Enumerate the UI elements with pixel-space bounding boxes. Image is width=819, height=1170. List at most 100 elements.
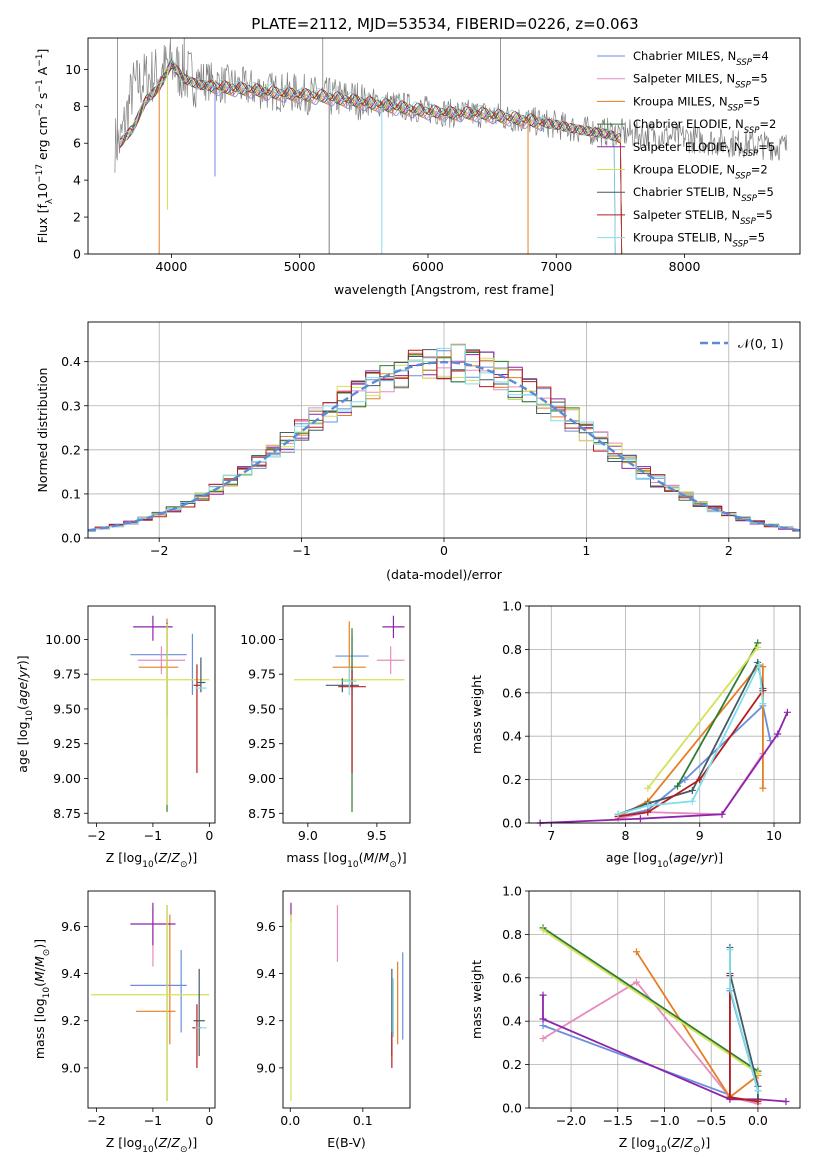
y-tick-label: 9.2 <box>61 1013 81 1028</box>
label-part: )] <box>15 655 30 665</box>
y-tick-label: 9.25 <box>248 736 276 751</box>
y-tick-label: 0.0 <box>61 531 81 546</box>
weight-marker <box>681 776 689 784</box>
x-tick-label: −1.0 <box>649 1113 679 1128</box>
y-tick-label: 10.00 <box>240 632 276 647</box>
x-tick-label: 10 <box>766 828 782 843</box>
mass-vs-Z-panel: −2 −1 09.09.29.49.6Z [log10(Z/Z⊙)]mass [lo… <box>32 890 216 1155</box>
weight-marker <box>688 797 696 805</box>
label-part: )] <box>32 939 47 949</box>
y-tick-label: 0.1 <box>61 486 81 501</box>
label-part: M <box>32 956 47 967</box>
weight-marker <box>754 1069 762 1077</box>
weight-marker <box>539 1022 547 1030</box>
label-part: ( <box>32 982 47 987</box>
y-tick-label: 1.0 <box>502 599 522 614</box>
x-tick-label: 0 <box>440 543 448 558</box>
label-part: M <box>364 850 375 865</box>
label-part: ( <box>668 850 673 865</box>
label-part: ( <box>667 1135 672 1150</box>
label-part: M <box>379 850 390 865</box>
legend-label: Kroupa STELIB, NSSP=5 <box>633 231 765 250</box>
legend-label: Salpeter STELIB, NSSP=5 <box>633 208 773 227</box>
y-tick-label: 9.4 <box>61 966 81 981</box>
weight-marker <box>636 815 644 823</box>
label-part: ( <box>154 850 159 865</box>
axes-frame <box>87 37 801 255</box>
y-tick-label: 0.8 <box>502 927 522 942</box>
label-part: 10 <box>42 987 52 999</box>
label-part: =5 <box>743 94 760 108</box>
label-part: Z <box>158 850 168 865</box>
label-part: Z <box>683 1135 693 1150</box>
label-part: SSP <box>728 103 744 113</box>
model-spectrum <box>119 60 616 254</box>
y-tick-label: 0.6 <box>502 685 522 700</box>
y-tick-label: 9.2 <box>256 1013 276 1028</box>
y-tick-label: 4 <box>73 173 81 188</box>
y-tick-label: 9.00 <box>248 771 276 786</box>
weight-marker <box>718 810 726 818</box>
label-part: Z <box>671 1135 681 1150</box>
x-tick-label: 0.0 <box>280 1113 300 1128</box>
spectrum-panel: 4000 5000 6000 7000 8000 0 2 4 6 8 10 wavelength [A… <box>35 37 801 297</box>
label-part: / <box>32 966 47 971</box>
axes-frame <box>87 605 216 824</box>
label-part: −1 <box>35 79 45 92</box>
x-axis-label: Z [log10(Z/Z⊙)] <box>619 1135 711 1155</box>
y-tick-label: 1.0 <box>502 884 522 899</box>
weight-marker <box>644 802 652 810</box>
label-part: =4 <box>752 49 769 63</box>
label-part: / <box>374 850 379 865</box>
y-tick-label: 10.00 <box>45 632 81 647</box>
weight-line <box>617 690 764 818</box>
label-part: ] <box>35 49 50 54</box>
y-tick-label: 9.6 <box>256 919 276 934</box>
x-tick-label: −1 <box>144 828 162 843</box>
label-part: age [log <box>606 850 657 865</box>
x-axis-label: mass [log10(M/M⊙)] <box>286 850 406 870</box>
legend-label: Salpeter ELODIE, NSSP=5 <box>633 140 775 159</box>
weight-line <box>542 980 759 1105</box>
label-part: =5 <box>751 72 768 86</box>
label-part: mass [log <box>32 998 47 1059</box>
y-tick-label: 2 <box>73 210 81 225</box>
y-tick-label: 0.2 <box>502 772 522 787</box>
y-tick-label: 6 <box>73 136 81 151</box>
x-axis-label: Z [log10(Z/Z⊙)] <box>106 850 198 870</box>
label-part: Z [log <box>106 1135 142 1150</box>
label-part: =5 <box>758 140 775 154</box>
residual-panel: −2 −1 0 1 2 0.0 0.1 0.2 0.3 0.4 (data-model)/error… <box>35 321 801 582</box>
weight-marker <box>673 782 681 790</box>
y-tick-label: 0.0 <box>502 816 522 831</box>
y-tick-label: 8.75 <box>248 806 276 821</box>
weight-marker <box>539 991 547 999</box>
label-part: 10 <box>347 860 359 870</box>
axes-frame <box>87 890 216 1109</box>
y-tick-label: 0.6 <box>502 970 522 985</box>
label-part: Chabrier MILES, N <box>633 49 736 63</box>
label-part: =5 <box>756 208 773 222</box>
x-tick-label: −2 <box>87 1113 105 1128</box>
label-part: age [log <box>15 721 30 772</box>
weight-marker <box>783 708 791 716</box>
label-part: 10 <box>657 860 669 870</box>
label-part: 10 <box>655 1145 667 1155</box>
x-tick-label: 9.5 <box>367 828 387 843</box>
x-tick-label: 5000 <box>284 259 316 274</box>
label-part: )] <box>187 1135 197 1150</box>
label-part: )] <box>700 1135 710 1150</box>
label-part: Kroupa ELODIE, N <box>633 163 735 177</box>
figure-title: PLATE=2112, MJD=53534, FIBERID=0226, z=0… <box>251 15 638 33</box>
y-tick-label: 0.2 <box>502 1057 522 1072</box>
label-part: −2 <box>35 103 45 116</box>
weight-marker <box>755 661 763 669</box>
y-tick-label: 0.4 <box>61 354 81 369</box>
label-part: =5 <box>757 185 774 199</box>
legend-label: Salpeter MILES, NSSP=5 <box>633 72 768 91</box>
weight-marker <box>632 978 640 986</box>
label-part: 10 <box>142 860 154 870</box>
label-part: Salpeter ELODIE, N <box>633 140 743 154</box>
label-part: =2 <box>751 163 768 177</box>
x-axis-label: (data-model)/error <box>386 567 503 582</box>
